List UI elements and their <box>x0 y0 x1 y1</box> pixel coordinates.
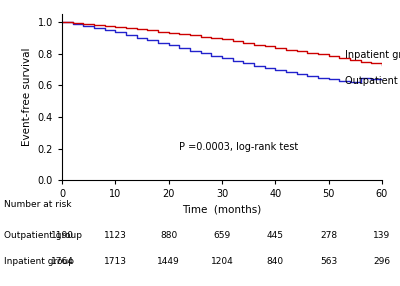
Text: 880: 880 <box>160 231 177 241</box>
Text: 1449: 1449 <box>157 257 180 266</box>
Text: 1713: 1713 <box>104 257 127 266</box>
Text: 296: 296 <box>374 257 390 266</box>
Text: 139: 139 <box>373 231 391 241</box>
Text: 1123: 1123 <box>104 231 127 241</box>
Text: P =0.0003, log-rank test: P =0.0003, log-rank test <box>179 142 298 152</box>
Text: 840: 840 <box>267 257 284 266</box>
Text: Outpatient group: Outpatient group <box>345 76 400 86</box>
Text: 659: 659 <box>213 231 231 241</box>
Text: 445: 445 <box>267 231 284 241</box>
Text: 1190: 1190 <box>50 231 74 241</box>
Text: Number at risk: Number at risk <box>4 200 72 209</box>
Text: 278: 278 <box>320 231 337 241</box>
Y-axis label: Event-free survival: Event-free survival <box>22 48 32 146</box>
Text: Inpatient group: Inpatient group <box>345 50 400 60</box>
Text: 563: 563 <box>320 257 337 266</box>
X-axis label: Time  (months): Time (months) <box>182 205 262 215</box>
Text: 1204: 1204 <box>211 257 233 266</box>
Text: 1764: 1764 <box>50 257 74 266</box>
Text: Inpatient group: Inpatient group <box>4 257 74 266</box>
Text: Outpatient group: Outpatient group <box>4 231 82 241</box>
